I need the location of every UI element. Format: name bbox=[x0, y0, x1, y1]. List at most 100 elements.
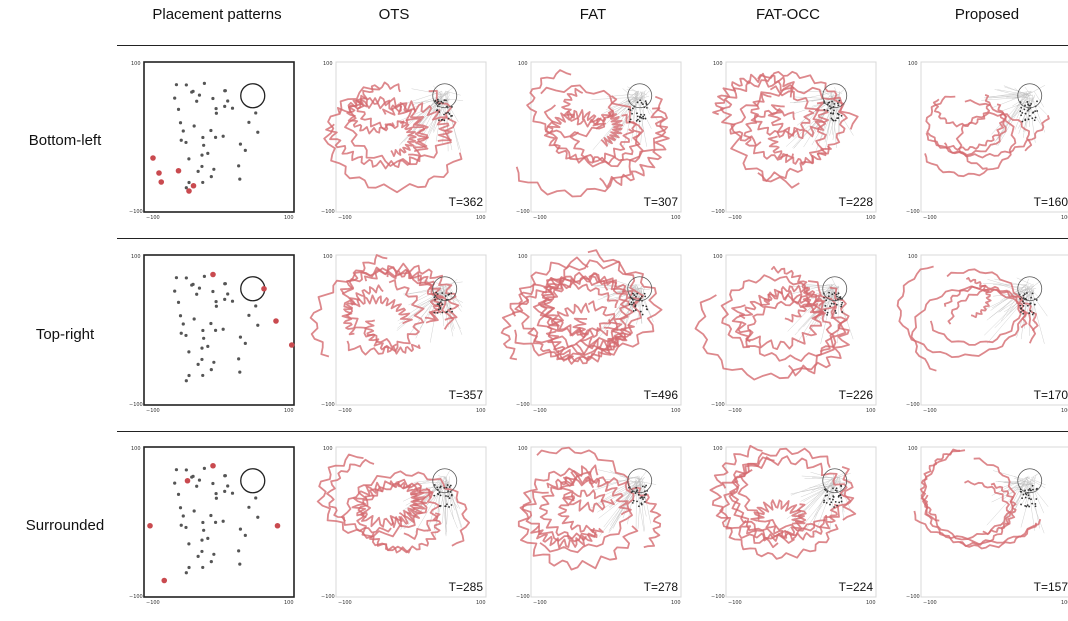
plot-frame bbox=[530, 61, 682, 213]
attacker-trajectory bbox=[323, 86, 463, 194]
sheep-dot bbox=[256, 515, 260, 519]
sheep-dot bbox=[201, 135, 205, 140]
sheep-dot bbox=[1032, 488, 1034, 491]
sheep-dot bbox=[833, 292, 836, 294]
guidance-line bbox=[790, 484, 836, 495]
simulation-panel: 100 −100 −100 100 T=362 bbox=[321, 61, 492, 222]
sheep-dot bbox=[837, 495, 840, 498]
sheep-dot bbox=[841, 311, 844, 313]
sheep-dot bbox=[823, 501, 825, 504]
guidance-line bbox=[616, 477, 645, 519]
attacker-trajectory bbox=[390, 486, 428, 529]
sheep-dot bbox=[833, 102, 836, 105]
sheep-dot bbox=[196, 362, 200, 366]
simulation-panel: 100 −100−100 100 T=170 bbox=[896, 254, 1068, 415]
sheep-dot bbox=[835, 303, 838, 306]
sheep-dot bbox=[443, 99, 446, 101]
guidance-line bbox=[792, 98, 839, 115]
sheep-dot bbox=[644, 295, 647, 298]
attacker-trajectory bbox=[982, 482, 1017, 536]
guidance-line bbox=[637, 480, 657, 485]
sheep-dot bbox=[448, 113, 451, 115]
sheep-dot bbox=[641, 103, 644, 106]
attacker-trajectory bbox=[355, 81, 409, 131]
sheep-dot bbox=[639, 99, 642, 102]
sheep-dot bbox=[832, 487, 834, 490]
sheep-dot bbox=[444, 295, 447, 297]
guidance-line bbox=[444, 482, 447, 525]
sheep-dot bbox=[1031, 111, 1034, 114]
sheep-dot bbox=[256, 323, 260, 327]
guidance-line bbox=[612, 288, 641, 294]
guidance-line bbox=[1019, 96, 1029, 109]
sheep-dot bbox=[447, 495, 450, 498]
attacker-trajectory bbox=[364, 262, 460, 321]
sheep-dot bbox=[434, 298, 436, 301]
target-circle bbox=[627, 83, 653, 109]
sheep-dot bbox=[184, 276, 188, 280]
sheep-dot bbox=[831, 118, 834, 121]
guidance-line bbox=[438, 475, 447, 479]
guidance-line bbox=[989, 287, 1027, 319]
tick-x-left: −100 bbox=[728, 408, 742, 414]
sheep-dot bbox=[834, 119, 837, 122]
sheep-dot bbox=[1023, 302, 1025, 305]
guidance-line bbox=[809, 482, 837, 488]
sheep-dot bbox=[451, 310, 453, 313]
sheep-dot bbox=[841, 301, 844, 304]
guidance-line bbox=[635, 97, 652, 129]
simulation-panel: 100 −100−100 100 T=160 bbox=[906, 61, 1068, 222]
guidance-line bbox=[597, 469, 642, 480]
sheep-dot bbox=[642, 304, 644, 307]
attacker-dot bbox=[190, 182, 197, 189]
simulation-plot-area: 100 −100−100 100 T=362 bbox=[321, 61, 487, 221]
sheep-dot bbox=[213, 520, 218, 525]
tick-y-bottom: −100 bbox=[321, 209, 335, 215]
sheep-dot bbox=[835, 487, 838, 490]
simulation-panel: 100 −100 −100 100 T=285 bbox=[316, 446, 492, 607]
attacker-trajectory bbox=[364, 319, 421, 355]
sheep-dot bbox=[1030, 498, 1032, 501]
column-header-fat-occ: FAT-OCC bbox=[756, 6, 820, 23]
attacker-trajectory bbox=[757, 85, 827, 182]
target-circle bbox=[1017, 83, 1043, 109]
attacker-trajectory bbox=[515, 84, 644, 198]
guidance-line bbox=[593, 475, 639, 491]
completion-time-label: T=278 bbox=[644, 580, 679, 594]
sheep-dot bbox=[826, 490, 829, 493]
tick-y-bottom: −100 bbox=[711, 402, 725, 408]
sheep-dot bbox=[1019, 304, 1022, 307]
tick-y-top: 100 bbox=[131, 446, 141, 452]
guidance-line bbox=[621, 289, 640, 326]
tick-x-left: −100 bbox=[146, 408, 160, 414]
sheep-dot bbox=[179, 331, 183, 335]
plot-frame bbox=[920, 446, 1068, 598]
sheep-dot bbox=[438, 305, 441, 307]
sheep-dot bbox=[247, 313, 251, 317]
attacker-trajectory bbox=[351, 481, 403, 528]
sheep-dot bbox=[637, 493, 640, 496]
sheep-dot bbox=[254, 304, 258, 308]
sheep-dot bbox=[439, 505, 442, 507]
plot-frame bbox=[335, 254, 487, 406]
sheep-dot bbox=[247, 120, 251, 124]
sheep-dot bbox=[214, 106, 218, 111]
tick-x-left: −100 bbox=[338, 215, 352, 221]
sheep-dot bbox=[176, 492, 181, 496]
guidance-line bbox=[1026, 476, 1046, 489]
guidance-line bbox=[1034, 474, 1037, 481]
sheep-dot bbox=[641, 313, 644, 316]
sheep-dot bbox=[1028, 488, 1031, 490]
sheep-dot bbox=[201, 180, 205, 185]
plot-frame bbox=[335, 446, 487, 598]
sheep-dot bbox=[226, 99, 230, 103]
guidance-line bbox=[988, 93, 1028, 98]
sheep-dot bbox=[840, 305, 843, 308]
simulation-plot: 100 −100−100 100 T=226 bbox=[694, 254, 877, 414]
attacker-trajectory bbox=[720, 79, 795, 147]
sheep-dot bbox=[1027, 494, 1030, 497]
guidance-line bbox=[440, 287, 445, 316]
sheep-dot bbox=[826, 311, 829, 314]
sheep-dot bbox=[451, 105, 453, 108]
sheep-dot bbox=[1027, 489, 1030, 491]
